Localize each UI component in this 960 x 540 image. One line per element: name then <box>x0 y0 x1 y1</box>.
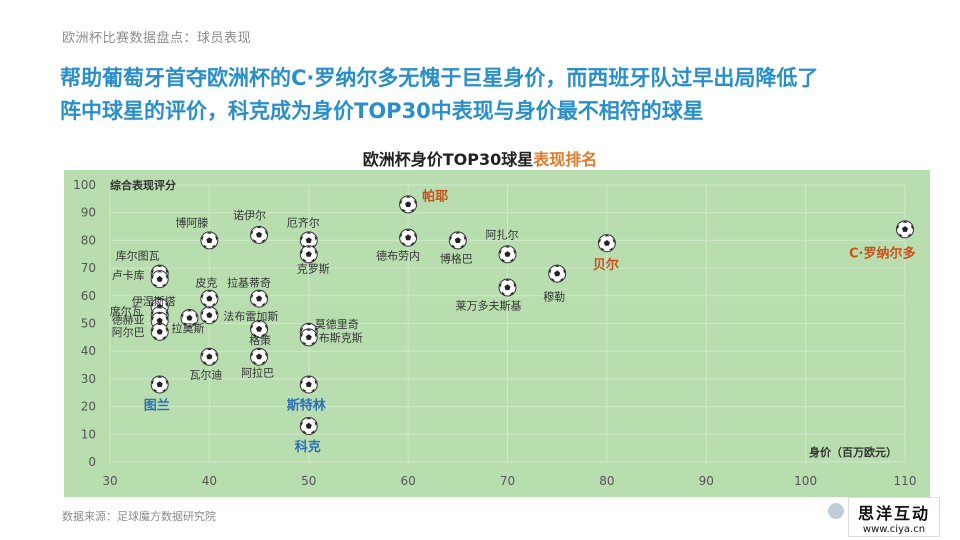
data-point-marker <box>498 245 517 264</box>
data-point-label: C·罗纳尔多 <box>849 245 915 261</box>
logo-url: www.ciya.cn <box>862 524 926 535</box>
data-point-label: 布斯克斯 <box>319 331 363 344</box>
data-point-label: 贝尔 <box>593 257 619 273</box>
x-tick-label: 30 <box>102 474 117 488</box>
data-point-marker <box>200 306 219 325</box>
data-point-label: 莱万多夫斯基 <box>456 298 522 312</box>
data-point-marker <box>250 347 269 366</box>
x-tick-label: 80 <box>599 474 614 488</box>
data-point-marker <box>250 320 269 339</box>
data-point-label: 阿尔巴 <box>112 326 145 339</box>
data-point-marker <box>399 228 418 247</box>
data-point-marker <box>250 289 269 308</box>
data-point-marker <box>299 231 318 250</box>
data-point-marker <box>299 328 318 347</box>
x-tick-label: 60 <box>400 474 415 488</box>
x-axis-label: 身价（百万欧元） <box>809 445 897 459</box>
data-point-label: 科克 <box>295 439 321 455</box>
data-point-label: 图兰 <box>144 397 170 413</box>
data-point-marker <box>150 270 169 289</box>
data-point-label: 席尔瓦 <box>110 304 143 318</box>
data-point-marker <box>150 322 169 341</box>
y-axis-label: 综合表现评分 <box>110 178 176 192</box>
data-point-label: 伊涅斯塔 <box>132 294 176 308</box>
data-point-label: 穆勒 <box>543 290 565 304</box>
y-tick-label: 50 <box>81 317 96 331</box>
y-tick-label: 70 <box>81 261 96 275</box>
globe-icon <box>828 503 844 519</box>
data-point-label: 克罗斯 <box>297 262 330 275</box>
y-tick-label: 100 <box>73 178 96 192</box>
data-point-marker <box>299 416 318 435</box>
watermark-logo: 思洋互动 www.ciya.cn <box>848 497 940 537</box>
data-point-label: 瓦尔迪 <box>189 369 222 382</box>
y-tick-label: 60 <box>81 289 96 303</box>
data-point-marker <box>896 220 914 239</box>
data-point-label: 诺伊尔 <box>233 209 266 222</box>
x-tick-label: 110 <box>894 474 917 488</box>
data-point-marker <box>150 375 169 394</box>
data-point-label: 厄齐尔 <box>287 215 320 229</box>
y-tick-label: 10 <box>81 427 96 441</box>
data-point-marker <box>180 308 199 327</box>
chart-title: 欧洲杯身价TOP30球星表现排名 <box>0 146 960 170</box>
plot-area <box>64 170 930 497</box>
x-tick-label: 50 <box>301 474 316 488</box>
data-point-marker <box>498 278 517 297</box>
headline-line-2: 阵中球星的评价，科克成为身价TOP30中表现与身价最不相符的球星 <box>60 99 704 123</box>
y-tick-label: 30 <box>81 372 96 386</box>
data-point-marker <box>399 195 418 214</box>
chart-title-main: 欧洲杯身价TOP30球星 <box>362 150 534 169</box>
data-point-label: 格策 <box>249 333 271 347</box>
data-point-label: 库尔图瓦 <box>116 250 160 263</box>
data-point-marker <box>250 225 269 244</box>
y-tick-label: 40 <box>81 344 96 358</box>
x-tick-label: 90 <box>699 474 714 488</box>
data-point-marker <box>448 231 467 250</box>
headline: 帮助葡萄牙首夺欧洲杯的C·罗纳尔多无愧于巨星身价，而西班牙队过早出局降低了 阵中… <box>60 62 940 128</box>
data-source: 数据来源：足球魔方数据研究院 <box>62 510 216 523</box>
data-point-label: 阿扎尔 <box>486 227 519 241</box>
data-point-marker <box>299 375 318 394</box>
data-point-label: 斯特林 <box>287 397 326 413</box>
data-point-label: 博格巴 <box>440 251 473 265</box>
data-point-label: 法布雷加斯 <box>223 309 278 323</box>
data-point-label: 卢卡库 <box>112 269 145 282</box>
data-point-marker <box>299 245 318 264</box>
x-tick-label: 40 <box>202 474 217 488</box>
data-point-label: 拉基蒂奇 <box>227 276 271 290</box>
data-point-label: 博阿滕 <box>175 215 208 229</box>
data-point-marker <box>200 231 219 250</box>
data-point-marker <box>200 289 219 308</box>
logo-text: 思洋互动 <box>857 504 930 523</box>
y-tick-label: 90 <box>81 206 96 220</box>
headline-line-1: 帮助葡萄牙首夺欧洲杯的C·罗纳尔多无愧于巨星身价，而西班牙队过早出局降低了 <box>60 66 819 90</box>
breadcrumb: 欧洲杯比赛数据盘点：球员表现 <box>62 31 252 46</box>
data-point-label: 德赫亚 <box>112 313 145 327</box>
data-point-label: 阿拉巴 <box>241 366 274 380</box>
data-point-label: 莫德里奇 <box>315 317 359 331</box>
data-point-label: 皮克 <box>195 277 217 290</box>
data-point-marker <box>597 234 616 253</box>
data-point-label: 拉莫斯 <box>172 321 205 335</box>
data-point-marker <box>548 264 567 283</box>
data-point-label: 帕耶 <box>422 188 448 204</box>
chart-title-highlight: 表现排名 <box>533 150 598 169</box>
data-point-label: 德布劳内 <box>376 249 420 263</box>
data-point-marker <box>200 347 219 366</box>
y-tick-label: 80 <box>81 233 96 247</box>
x-tick-label: 70 <box>500 474 515 488</box>
x-tick-label: 100 <box>794 474 817 488</box>
y-tick-label: 0 <box>88 455 96 469</box>
y-tick-label: 20 <box>81 400 96 414</box>
